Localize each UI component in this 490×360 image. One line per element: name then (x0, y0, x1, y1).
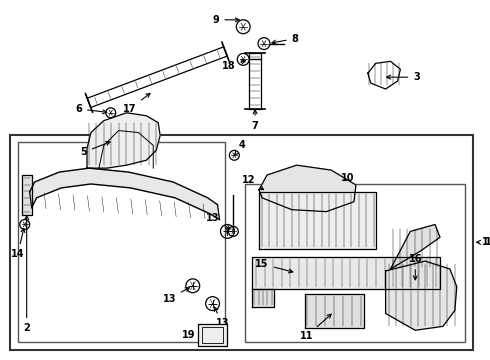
Polygon shape (87, 113, 160, 168)
Text: 12: 12 (242, 175, 264, 190)
Text: 10: 10 (341, 173, 355, 183)
Polygon shape (386, 261, 457, 330)
Polygon shape (22, 175, 32, 215)
Polygon shape (87, 47, 227, 108)
Text: 7: 7 (252, 110, 258, 131)
Text: 3: 3 (387, 72, 420, 82)
Text: 17: 17 (123, 94, 150, 114)
Text: 6: 6 (75, 104, 107, 114)
Polygon shape (252, 257, 440, 289)
Text: 19: 19 (182, 330, 209, 340)
Polygon shape (304, 294, 364, 328)
Bar (198, 324, 227, 346)
Bar (18, 143, 225, 342)
Text: 15: 15 (255, 259, 293, 273)
Text: 4: 4 (235, 140, 245, 156)
Polygon shape (30, 168, 220, 220)
Polygon shape (259, 165, 356, 212)
Text: 2: 2 (24, 216, 30, 333)
Polygon shape (259, 192, 376, 249)
Bar (10, 135, 473, 350)
Polygon shape (368, 61, 400, 89)
Text: 1: 1 (477, 237, 490, 247)
Bar (245, 184, 465, 342)
Text: 1: 1 (482, 237, 488, 247)
Text: 18: 18 (221, 60, 245, 71)
Text: 13: 13 (206, 212, 230, 229)
Text: 16: 16 (409, 254, 422, 280)
Text: 14: 14 (11, 228, 25, 259)
Bar (202, 327, 223, 343)
Text: 11: 11 (300, 314, 331, 341)
Text: 13: 13 (214, 307, 229, 328)
Polygon shape (391, 225, 440, 269)
Text: 9: 9 (213, 15, 239, 25)
Text: 5: 5 (80, 141, 110, 157)
Polygon shape (252, 289, 274, 307)
Polygon shape (249, 53, 261, 109)
Text: 13: 13 (163, 288, 189, 303)
Text: 8: 8 (272, 33, 298, 44)
